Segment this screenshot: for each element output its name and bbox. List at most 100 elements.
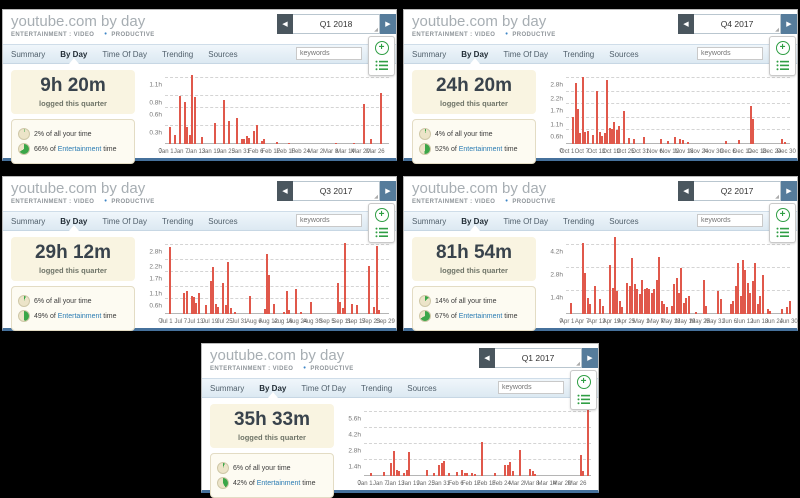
day-bar[interactable]	[425, 470, 428, 476]
tab-summary[interactable]: Summary	[11, 49, 46, 59]
day-bar[interactable]	[438, 464, 441, 476]
day-bar[interactable]	[788, 300, 791, 314]
day-bar[interactable]	[682, 302, 685, 314]
day-bar[interactable]	[273, 304, 276, 314]
day-bar[interactable]	[598, 132, 601, 144]
day-bar[interactable]	[217, 306, 220, 314]
day-bar[interactable]	[227, 262, 230, 314]
day-bar[interactable]	[633, 284, 636, 314]
day-bar[interactable]	[667, 141, 670, 144]
day-bar[interactable]	[234, 311, 237, 314]
day-bar[interactable]	[589, 304, 592, 314]
day-bar[interactable]	[191, 75, 194, 144]
list-icon[interactable]	[375, 60, 389, 71]
day-bar[interactable]	[443, 461, 446, 476]
quarter-dropdown[interactable]: Q2 2017 ◢	[694, 181, 781, 201]
day-bar[interactable]	[341, 307, 344, 314]
day-bar[interactable]	[336, 283, 339, 314]
keywords-input[interactable]	[296, 47, 362, 60]
day-bar[interactable]	[678, 292, 680, 314]
day-bar[interactable]	[660, 300, 663, 314]
day-bar[interactable]	[618, 300, 621, 314]
day-bar[interactable]	[531, 471, 534, 476]
day-bar[interactable]	[623, 111, 626, 144]
day-bar[interactable]	[248, 138, 251, 144]
quarter-dropdown[interactable]: Q4 2017 ◢	[694, 14, 781, 34]
day-bar[interactable]	[240, 139, 243, 144]
day-bar[interactable]	[616, 291, 619, 314]
day-bar[interactable]	[653, 289, 656, 314]
day-bar[interactable]	[725, 141, 728, 144]
tab-sources[interactable]: Sources	[208, 49, 238, 59]
day-bar[interactable]	[587, 408, 590, 476]
keywords-input[interactable]	[697, 47, 763, 60]
day-bar[interactable]	[309, 301, 312, 314]
day-bar[interactable]	[378, 310, 381, 314]
day-bar[interactable]	[343, 242, 346, 314]
keywords-input[interactable]	[296, 214, 362, 227]
day-bar[interactable]	[168, 127, 171, 144]
day-bar[interactable]	[614, 237, 616, 314]
entertainment-link[interactable]: Entertainment	[256, 479, 301, 487]
day-bar[interactable]	[609, 264, 612, 314]
day-bar[interactable]	[382, 472, 385, 476]
day-bar[interactable]	[263, 309, 266, 314]
quarter-dropdown[interactable]: Q1 2018 ◢	[293, 14, 380, 34]
day-bar[interactable]	[685, 297, 688, 314]
day-bar[interactable]	[643, 289, 646, 314]
prev-quarter-button[interactable]: ◀	[479, 348, 495, 368]
day-bar[interactable]	[628, 138, 631, 144]
day-bar[interactable]	[783, 141, 786, 144]
day-bar[interactable]	[641, 279, 644, 314]
list-icon[interactable]	[776, 60, 790, 71]
tab-trending[interactable]: Trending	[562, 49, 595, 59]
day-bar[interactable]	[591, 134, 594, 144]
next-quarter-button[interactable]: ▶	[781, 181, 797, 201]
day-bar[interactable]	[370, 472, 373, 476]
tab-trending[interactable]: Trending	[360, 383, 393, 393]
day-bar[interactable]	[719, 299, 722, 314]
day-bar[interactable]	[749, 106, 752, 144]
tab-time-of-day[interactable]: Time Of Day	[503, 216, 548, 226]
day-bar[interactable]	[511, 471, 514, 476]
tab-summary[interactable]: Summary	[210, 383, 245, 393]
day-bar[interactable]	[398, 471, 401, 476]
day-bar[interactable]	[390, 463, 393, 476]
list-icon[interactable]	[776, 227, 790, 238]
day-bar[interactable]	[674, 137, 677, 144]
day-bar[interactable]	[675, 277, 678, 314]
add-circle-icon[interactable]: +	[374, 41, 389, 55]
day-bar[interactable]	[608, 127, 611, 144]
day-bar[interactable]	[456, 472, 459, 476]
tab-time-of-day[interactable]: Time Of Day	[102, 49, 147, 59]
day-bar[interactable]	[229, 307, 232, 314]
day-bar[interactable]	[751, 281, 754, 314]
next-quarter-button[interactable]: ▶	[582, 348, 598, 368]
day-bar[interactable]	[781, 309, 784, 314]
day-bar[interactable]	[263, 139, 266, 144]
day-bar[interactable]	[188, 135, 191, 144]
day-bar[interactable]	[681, 140, 684, 144]
tab-trending[interactable]: Trending	[161, 216, 194, 226]
prev-quarter-button[interactable]: ◀	[678, 14, 694, 34]
day-bar[interactable]	[756, 304, 759, 314]
day-bar[interactable]	[582, 243, 584, 314]
day-bar[interactable]	[285, 290, 288, 314]
day-bar[interactable]	[769, 310, 772, 314]
day-bar[interactable]	[766, 309, 769, 314]
day-bar[interactable]	[466, 472, 469, 476]
keywords-input[interactable]	[498, 381, 564, 394]
day-bar[interactable]	[611, 128, 614, 144]
day-bar[interactable]	[173, 135, 176, 144]
day-bar[interactable]	[214, 304, 217, 314]
day-bar[interactable]	[212, 267, 215, 314]
day-bar[interactable]	[375, 246, 378, 314]
day-bar[interactable]	[210, 280, 213, 314]
next-quarter-button[interactable]: ▶	[781, 14, 797, 34]
day-bar[interactable]	[601, 305, 604, 314]
day-bar[interactable]	[370, 139, 373, 144]
list-icon[interactable]	[577, 394, 591, 405]
day-bar[interactable]	[582, 471, 585, 476]
day-bar[interactable]	[473, 473, 476, 476]
day-bar[interactable]	[288, 142, 291, 144]
